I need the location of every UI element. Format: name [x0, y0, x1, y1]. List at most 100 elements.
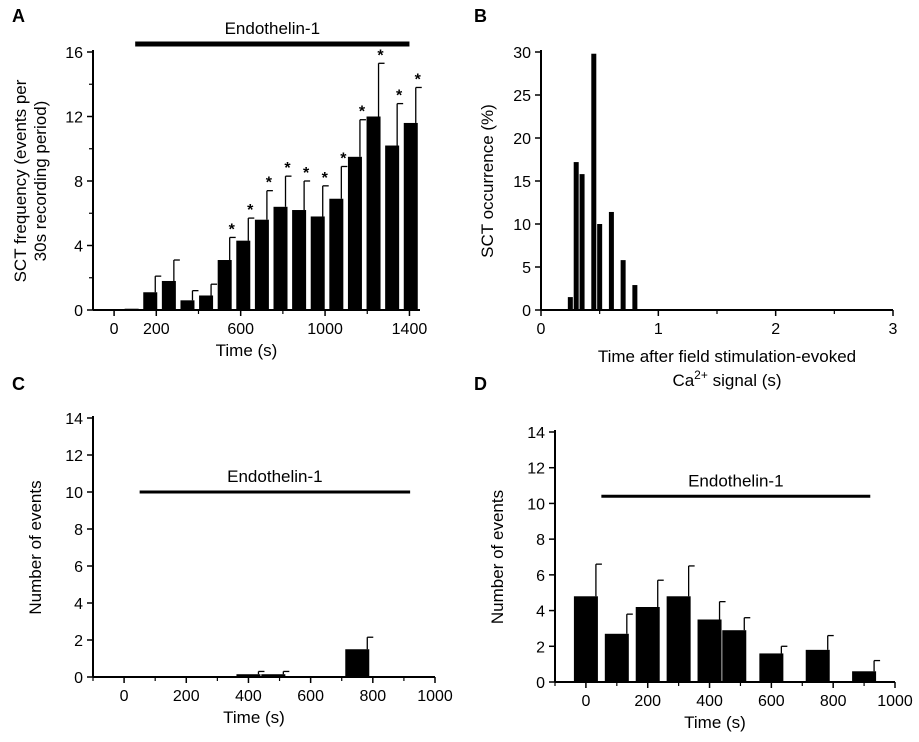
y-tick-label: 5 — [522, 260, 531, 277]
bar — [199, 295, 214, 310]
bar — [385, 145, 400, 310]
panel-letter-b: B — [474, 6, 487, 26]
bar — [608, 211, 614, 310]
bar — [261, 674, 286, 677]
y-tick-label: 25 — [513, 88, 531, 105]
bar — [273, 206, 288, 310]
bar — [805, 649, 830, 682]
x-tick-label: 1000 — [417, 688, 453, 705]
significance-marker: * — [229, 221, 236, 238]
panel-letter-d: D — [474, 374, 487, 394]
bar — [217, 260, 232, 310]
x-tick-label: 400 — [235, 688, 262, 705]
x-tick-label: 2 — [771, 321, 780, 338]
bar — [759, 653, 784, 682]
bar — [345, 649, 370, 677]
significance-marker: * — [359, 104, 366, 121]
y-tick-label: 14 — [527, 425, 545, 442]
x-tick-label: 600 — [758, 693, 785, 710]
significance-marker: * — [396, 88, 403, 105]
x-tick-label: 200 — [634, 693, 661, 710]
x-tick-label: 1000 — [877, 693, 913, 710]
y-tick-label: 12 — [527, 461, 545, 478]
bar — [292, 210, 307, 310]
x-tick-label: 800 — [359, 688, 386, 705]
x-axis-label: Time after field stimulation-evoked — [598, 347, 856, 366]
panel-a: 0 4 8 12 16 0 200 600 1000 1400 * * * * * * * * * * * Endothe… — [11, 19, 427, 360]
x-tick-label: 800 — [820, 693, 847, 710]
bar — [591, 53, 597, 310]
x-tick-label: 400 — [696, 693, 723, 710]
panel-letter-a: A — [12, 6, 25, 26]
treatment-label: Endothelin-1 — [225, 19, 320, 38]
bar — [347, 156, 362, 310]
x-tick-label: 0 — [110, 321, 119, 338]
y-tick-label: 8 — [74, 174, 83, 191]
x-tick-label: 1000 — [307, 321, 343, 338]
y-tick-label: 10 — [513, 217, 531, 234]
treatment-label: Endothelin-1 — [688, 471, 783, 490]
x-tick-label: 200 — [143, 321, 170, 338]
bar — [852, 671, 877, 682]
bar — [722, 630, 747, 682]
bar — [403, 122, 418, 310]
x-axis-label: Time (s) — [216, 341, 278, 360]
y-tick-label: 12 — [65, 448, 83, 465]
y-tick-label: 4 — [536, 604, 545, 621]
bar — [124, 308, 139, 310]
significance-marker: * — [247, 202, 254, 219]
significance-marker: * — [377, 47, 384, 64]
bar — [597, 224, 603, 310]
significance-marker: * — [322, 170, 329, 187]
y-axis-label: SCT occurrence (%) — [478, 104, 497, 258]
bar — [573, 596, 598, 682]
y-tick-label: 4 — [74, 596, 83, 613]
significance-marker: * — [284, 160, 291, 177]
bar — [236, 240, 251, 310]
bar — [236, 674, 261, 677]
y-tick-label: 8 — [536, 532, 545, 549]
bar — [254, 219, 269, 310]
y-tick-label: 30 — [513, 45, 531, 62]
x-tick-label: 3 — [889, 321, 898, 338]
bar — [161, 280, 176, 310]
y-axis-label: Number of events — [26, 480, 45, 614]
panel-letter-c: C — [12, 374, 25, 394]
y-tick-label: 0 — [74, 670, 83, 687]
panel-d: 0 2 4 6 8 10 12 14 0 200 400 600 800 1000 Endothelin-1… — [488, 425, 913, 732]
bar — [180, 300, 195, 310]
y-tick-label: 0 — [74, 303, 83, 320]
x-tick-label: 0 — [537, 321, 546, 338]
x-tick-label: 600 — [297, 688, 324, 705]
bar — [366, 116, 381, 310]
y-tick-label: 6 — [74, 559, 83, 576]
y-tick-label: 0 — [536, 675, 545, 692]
y-tick-label: 0 — [522, 303, 531, 320]
x-axis-label: Time (s) — [684, 713, 746, 732]
y-tick-label: 2 — [536, 639, 545, 656]
significance-marker: * — [415, 71, 422, 88]
bar — [310, 216, 325, 310]
y-tick-label: 6 — [536, 568, 545, 585]
bar — [143, 292, 158, 310]
y-axis-label-line2: 30s recording period) — [31, 101, 50, 262]
bar — [697, 619, 722, 682]
y-tick-label: 4 — [74, 239, 83, 256]
x-tick-label: 1400 — [392, 321, 428, 338]
bar — [620, 260, 626, 310]
treatment-label: Endothelin-1 — [227, 467, 322, 486]
y-tick-label: 14 — [65, 411, 83, 428]
x-axis-label-line2: Ca2+ signal (s) — [672, 368, 781, 390]
y-tick-label: 2 — [74, 633, 83, 650]
bar — [579, 174, 585, 310]
bar — [573, 162, 579, 310]
x-tick-label: 0 — [120, 688, 129, 705]
y-axis-label: SCT frequency (events per — [11, 79, 30, 282]
bar — [635, 607, 660, 682]
significance-marker: * — [266, 175, 273, 192]
bar — [604, 633, 629, 682]
x-tick-label: 0 — [581, 693, 590, 710]
y-tick-label: 15 — [513, 174, 531, 191]
panel-b: 0 5 10 15 20 25 30 0 1 2 3 Time after field stimula… — [478, 45, 898, 390]
